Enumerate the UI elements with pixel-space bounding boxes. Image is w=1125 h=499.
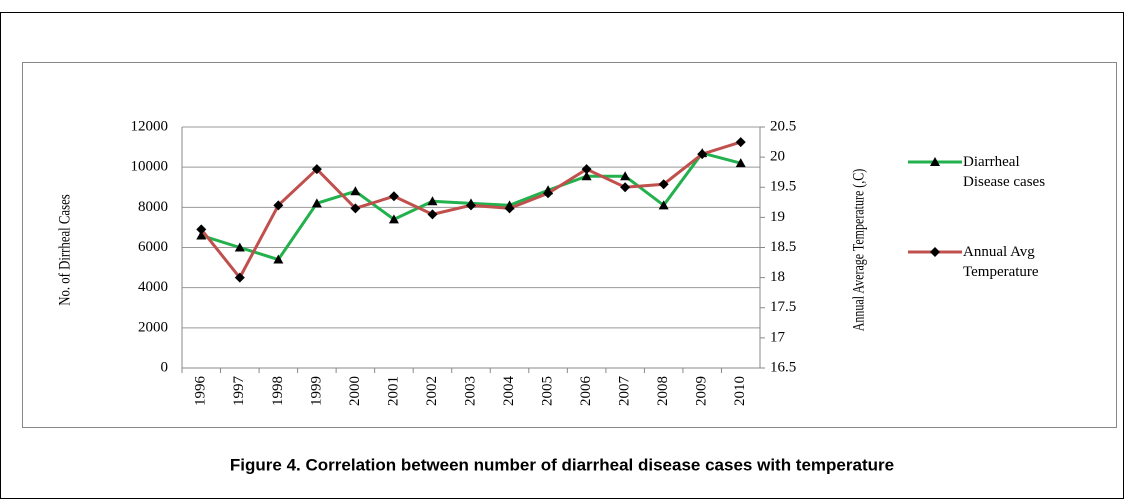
y-tick-label: 10000 (131, 159, 169, 175)
marker (234, 242, 245, 252)
y-tick-label: 2000 (138, 319, 168, 335)
marker (543, 188, 554, 199)
y-tick-label: 12000 (131, 118, 169, 134)
marker (620, 171, 631, 181)
y2-tick-label: 18 (770, 269, 785, 285)
x-tick-label: 2000 (347, 376, 363, 406)
marker (658, 179, 669, 190)
x-tick-label: 2008 (655, 376, 671, 406)
marker (388, 191, 399, 202)
legend-label: Annual Avg Temperature (963, 244, 1039, 280)
marker (388, 214, 399, 224)
x-tick-label: 1996 (193, 376, 209, 407)
marker (581, 171, 592, 181)
x-tick-label: 2003 (462, 376, 478, 406)
marker (273, 254, 284, 264)
x-tick-label: 1999 (308, 376, 324, 406)
x-tick-label: 2002 (424, 376, 440, 406)
x-tick-label: 2005 (540, 376, 556, 406)
marker (350, 186, 361, 196)
marker (930, 157, 940, 166)
marker (311, 164, 322, 175)
y2-tick-label: 20 (770, 149, 785, 165)
marker (504, 203, 515, 214)
marker (350, 203, 361, 214)
x-tick-label: 1998 (270, 376, 286, 406)
frame (0, 12, 1124, 499)
y2-tick-label: 19 (770, 209, 785, 225)
x-tick-label: 1997 (231, 376, 247, 407)
x-tick-label: 2001 (385, 376, 401, 406)
y-tick-label: 4000 (138, 279, 168, 295)
y2-tick-label: 16.5 (770, 359, 796, 375)
x-tick-label: 2007 (617, 376, 633, 407)
marker (735, 137, 746, 148)
y2-tick-label: 20.5 (770, 118, 796, 134)
chart-box (22, 62, 1117, 428)
y-tick-label: 6000 (138, 239, 168, 255)
x-tick-label: 2006 (578, 376, 594, 407)
y-tick-label: 8000 (138, 199, 168, 215)
marker (735, 158, 746, 168)
marker (466, 200, 476, 211)
marker (196, 230, 207, 240)
marker (311, 198, 322, 208)
marker (427, 196, 438, 206)
y-axis-label: No. of Dirrheal Cases (56, 194, 74, 306)
marker (930, 247, 940, 257)
y2-tick-label: 17.5 (770, 299, 796, 315)
legend-label: Diarrheal Disease cases (963, 154, 1046, 190)
marker (234, 272, 245, 283)
y2-axis-label: Annual Average Temperature (,C) (850, 169, 868, 332)
marker (658, 200, 669, 210)
x-tick-label: 2009 (694, 376, 710, 406)
y2-tick-label: 19.5 (770, 179, 796, 195)
y2-tick-label: 18.5 (770, 239, 796, 255)
marker (273, 200, 284, 211)
marker (427, 209, 438, 220)
marker (697, 149, 708, 160)
x-tick-label: 2010 (732, 376, 748, 406)
marker (196, 224, 207, 235)
y-tick-label: 0 (161, 359, 169, 375)
marker (581, 164, 592, 175)
y2-tick-label: 17 (770, 329, 786, 345)
caption: Figure 4. Correlation between number of … (230, 455, 894, 474)
x-tick-label: 2004 (501, 376, 517, 407)
marker (620, 182, 631, 193)
